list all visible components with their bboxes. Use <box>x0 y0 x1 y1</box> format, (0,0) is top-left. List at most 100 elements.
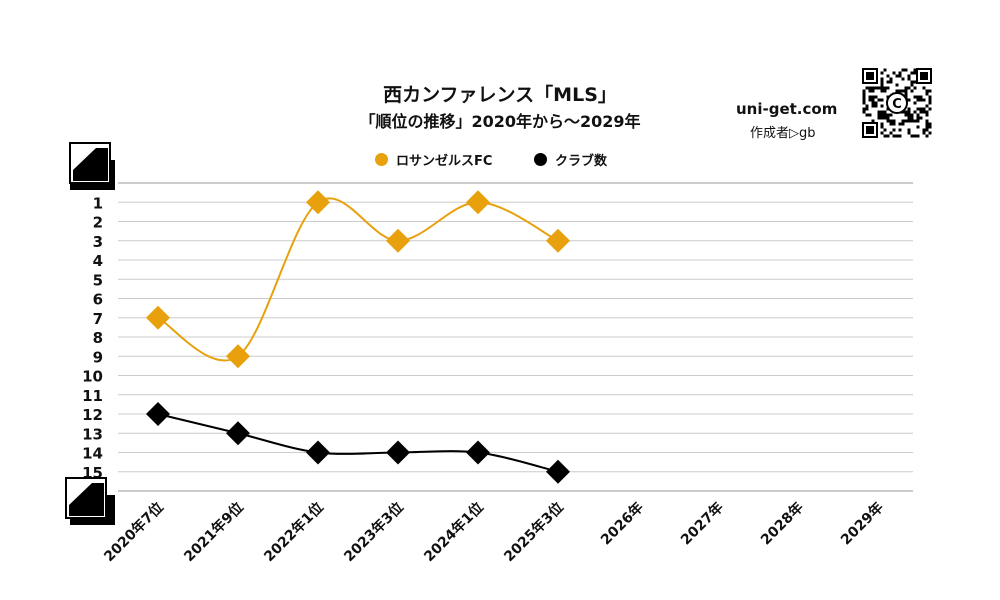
qr-cell <box>892 122 896 126</box>
bottom-corner-icon <box>65 477 115 525</box>
data-point-series-2 <box>386 440 410 465</box>
qr-cell <box>877 98 881 102</box>
qr-cell <box>883 68 887 72</box>
x-tick-label: 2022年1位 <box>261 499 327 565</box>
qr-cell <box>880 98 884 102</box>
qr-cell <box>928 101 932 105</box>
qr-cell <box>907 110 911 114</box>
qr-cell <box>889 131 893 135</box>
qr-cell <box>889 119 893 123</box>
qr-cell <box>913 86 917 90</box>
qr-cell <box>865 104 869 108</box>
y-tick-label: 5 <box>93 271 103 289</box>
qr-cell <box>907 86 911 90</box>
qr-cell <box>880 110 884 114</box>
qr-cell <box>877 116 881 120</box>
qr-cell <box>868 95 872 99</box>
qr-cell <box>895 83 899 87</box>
qr-cell <box>862 107 866 111</box>
qr-cell <box>877 86 881 90</box>
qr-cell <box>898 128 902 132</box>
x-tick-label: 2024年1位 <box>421 499 487 565</box>
qr-cell <box>922 110 926 114</box>
qr-cell <box>886 134 890 138</box>
legend-marker-series-2 <box>534 153 547 166</box>
qr-cell <box>925 89 929 93</box>
qr-cell <box>862 110 866 114</box>
qr-cell <box>919 116 923 120</box>
qr-cell <box>865 107 869 111</box>
qr-cell <box>904 92 908 96</box>
x-tick-label: 2023年3位 <box>341 499 407 565</box>
qr-cell <box>904 89 908 93</box>
qr-cell <box>865 113 869 117</box>
qr-cell <box>889 77 893 81</box>
qr-cell <box>880 83 884 87</box>
qr-cell <box>928 107 932 111</box>
qr-cell <box>910 134 914 138</box>
qr-cell <box>910 80 914 84</box>
qr-cell <box>925 119 929 123</box>
qr-cell <box>871 86 875 90</box>
y-tick-label: 8 <box>93 329 103 347</box>
legend-item-series-1: ロサンゼルスFC <box>375 150 492 169</box>
qr-cell <box>907 128 911 132</box>
qr-cell <box>883 113 887 117</box>
qr-cell <box>895 89 899 93</box>
qr-cell <box>898 74 902 78</box>
legend-label-series-2: クラブ数 <box>555 154 608 169</box>
chart-subtitle: 「順位の推移」2020年から～2029年 <box>359 112 641 131</box>
qr-cell <box>898 134 902 138</box>
qr-cell <box>901 122 905 126</box>
qr-cell <box>925 104 929 108</box>
legend-label-series-1: ロサンゼルスFC <box>396 154 493 169</box>
qr-cell <box>904 86 908 90</box>
qr-cell <box>925 134 929 138</box>
qr-cell <box>910 71 914 75</box>
qr-cell <box>886 74 890 78</box>
axis-corner-decorations <box>65 142 115 525</box>
qr-cell <box>919 98 923 102</box>
qr-cell <box>922 128 926 132</box>
qr-cell <box>871 98 875 102</box>
qr-cell <box>874 101 878 105</box>
legend-marker-series-1 <box>375 153 388 166</box>
y-tick-label: 1 <box>93 194 103 212</box>
qr-cell <box>883 128 887 132</box>
qr-cell <box>883 86 887 90</box>
qr-cell <box>862 92 866 96</box>
qr-cell <box>883 134 887 138</box>
y-tick-label: 7 <box>93 310 103 328</box>
qr-cell <box>919 107 923 111</box>
qr-cell <box>880 125 884 129</box>
site-name: uni-get.com <box>736 100 838 118</box>
qr-cell <box>904 110 908 114</box>
x-tick-label: 2021年9位 <box>181 499 247 565</box>
qr-cell <box>928 89 932 93</box>
y-tick-label: 3 <box>93 233 103 251</box>
qr-cell <box>922 86 926 90</box>
qr-cell <box>916 116 920 120</box>
data-point-series-2 <box>546 459 570 484</box>
qr-cell <box>913 134 917 138</box>
y-tick-label: 2 <box>93 214 103 232</box>
y-tick-label: 12 <box>82 406 103 424</box>
qr-cell <box>880 116 884 120</box>
x-tick-label: 2029年 <box>837 499 886 548</box>
qr-cell <box>913 71 917 75</box>
qr-cell <box>904 113 908 117</box>
legend-item-series-2: クラブ数 <box>534 150 607 169</box>
qr-cell <box>880 77 884 81</box>
qr-cell <box>916 113 920 117</box>
y-tick-label: 6 <box>93 291 103 309</box>
qr-cell <box>883 116 887 120</box>
qr-cell <box>907 107 911 111</box>
qr-cell <box>907 131 911 135</box>
data-point-series-2 <box>226 421 250 446</box>
qr-cell <box>907 98 911 102</box>
qr-cell <box>871 95 875 99</box>
qr-cell <box>874 86 878 90</box>
chart-title: 西カンファレンス「MLS」 <box>383 84 617 106</box>
qr-cell <box>871 119 875 123</box>
